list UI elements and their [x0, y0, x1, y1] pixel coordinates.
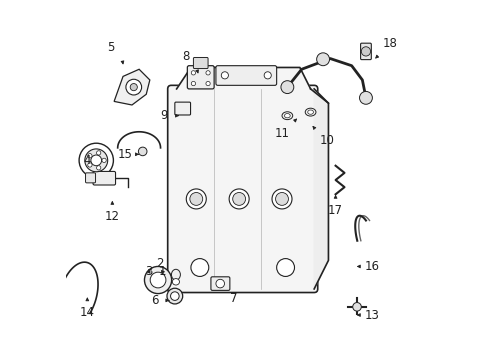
Circle shape	[229, 189, 248, 209]
Circle shape	[150, 272, 165, 288]
Circle shape	[96, 166, 101, 170]
Circle shape	[276, 258, 294, 276]
Circle shape	[91, 155, 102, 166]
Text: 7: 7	[229, 292, 237, 305]
Circle shape	[166, 288, 183, 304]
FancyBboxPatch shape	[360, 43, 370, 60]
FancyBboxPatch shape	[85, 173, 95, 183]
FancyBboxPatch shape	[187, 66, 214, 89]
Text: 2: 2	[156, 257, 163, 270]
Text: 16: 16	[364, 260, 379, 273]
Circle shape	[130, 84, 137, 91]
FancyBboxPatch shape	[175, 102, 190, 115]
Text: 1: 1	[158, 265, 166, 278]
Circle shape	[221, 72, 228, 79]
Circle shape	[96, 151, 101, 155]
Ellipse shape	[307, 110, 313, 114]
Text: 13: 13	[364, 309, 379, 321]
Text: 3: 3	[145, 265, 152, 278]
Circle shape	[271, 189, 291, 209]
Text: 11: 11	[274, 127, 289, 140]
Ellipse shape	[172, 279, 179, 285]
Circle shape	[84, 149, 107, 172]
Text: 8: 8	[182, 50, 189, 63]
Circle shape	[352, 302, 361, 311]
Circle shape	[316, 53, 329, 66]
FancyBboxPatch shape	[167, 85, 317, 293]
Circle shape	[232, 193, 245, 205]
Text: 18: 18	[382, 37, 397, 50]
Circle shape	[190, 258, 208, 276]
Ellipse shape	[171, 269, 180, 280]
Circle shape	[87, 163, 92, 167]
Circle shape	[361, 47, 370, 56]
Text: 9: 9	[160, 109, 167, 122]
Circle shape	[79, 143, 113, 177]
Circle shape	[186, 189, 206, 209]
Circle shape	[191, 71, 195, 75]
Circle shape	[216, 279, 224, 288]
Text: 14: 14	[80, 306, 95, 319]
Circle shape	[281, 81, 293, 94]
Circle shape	[87, 154, 92, 158]
Circle shape	[264, 72, 271, 79]
Polygon shape	[176, 67, 310, 89]
Ellipse shape	[282, 112, 292, 120]
Circle shape	[102, 158, 106, 162]
FancyBboxPatch shape	[93, 171, 115, 185]
Circle shape	[170, 292, 179, 300]
Text: 5: 5	[107, 41, 115, 54]
Circle shape	[191, 81, 195, 86]
Circle shape	[205, 81, 210, 86]
Circle shape	[125, 79, 142, 95]
Circle shape	[189, 193, 203, 205]
Polygon shape	[313, 89, 328, 289]
Text: 15: 15	[117, 148, 132, 161]
Polygon shape	[114, 69, 149, 105]
Circle shape	[205, 71, 210, 75]
Ellipse shape	[305, 108, 315, 116]
Circle shape	[275, 193, 288, 205]
FancyBboxPatch shape	[210, 277, 229, 291]
Text: 17: 17	[327, 204, 343, 217]
Ellipse shape	[284, 113, 290, 118]
FancyBboxPatch shape	[216, 66, 276, 85]
Circle shape	[359, 91, 372, 104]
Text: 10: 10	[319, 134, 333, 147]
Text: 12: 12	[104, 210, 120, 223]
Text: 4: 4	[83, 154, 91, 167]
Text: 6: 6	[151, 294, 159, 307]
FancyBboxPatch shape	[193, 58, 207, 68]
Circle shape	[144, 266, 171, 294]
Circle shape	[138, 147, 147, 156]
